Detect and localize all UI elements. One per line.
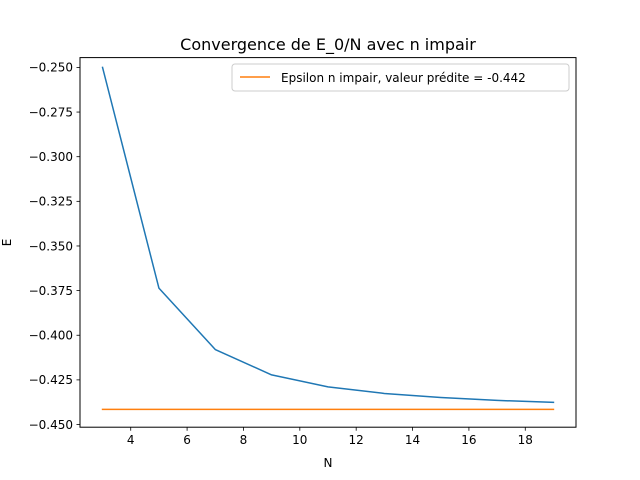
x-tick-label: 8 [240,433,248,447]
tick-layer: 4 6 8 10 12 14 16 18 −0.250 −0.275 −0.300 −0.325 −0.… [29,61,533,447]
plot-frame [79,57,577,428]
x-tick-label: 12 [349,433,364,447]
legend-label: Epsilon n impair, valeur prédite = -0.44… [281,71,526,85]
y-tick-label: −0.275 [29,105,73,119]
x-tick-label: 4 [127,433,135,447]
plot-area [80,57,576,428]
y-tick-label: −0.400 [29,329,73,343]
chart-title: Convergence de E_0/N avec n impair [180,35,476,55]
x-tick-label: 10 [292,433,307,447]
y-tick-label: −0.350 [29,239,73,253]
y-tick-label: −0.325 [29,195,73,209]
legend-box [231,63,570,92]
x-tick-label: 16 [461,433,476,447]
x-tick-label: 14 [405,433,420,447]
legend: Epsilon n impair, valeur prédite = -0.44… [231,63,570,92]
y-tick-label: −0.375 [29,284,73,298]
x-tick-label: 18 [518,433,533,447]
y-tick-label: −0.250 [29,61,73,75]
y-axis-label: E [0,239,14,247]
x-tick-label: 6 [183,433,191,447]
y-tick-label: −0.300 [29,150,73,164]
series-layer [101,66,555,411]
series-line-1 [101,66,555,404]
y-tick-label: −0.450 [29,418,73,432]
x-axis-label: N [324,456,333,470]
y-tick-label: −0.425 [29,373,73,387]
